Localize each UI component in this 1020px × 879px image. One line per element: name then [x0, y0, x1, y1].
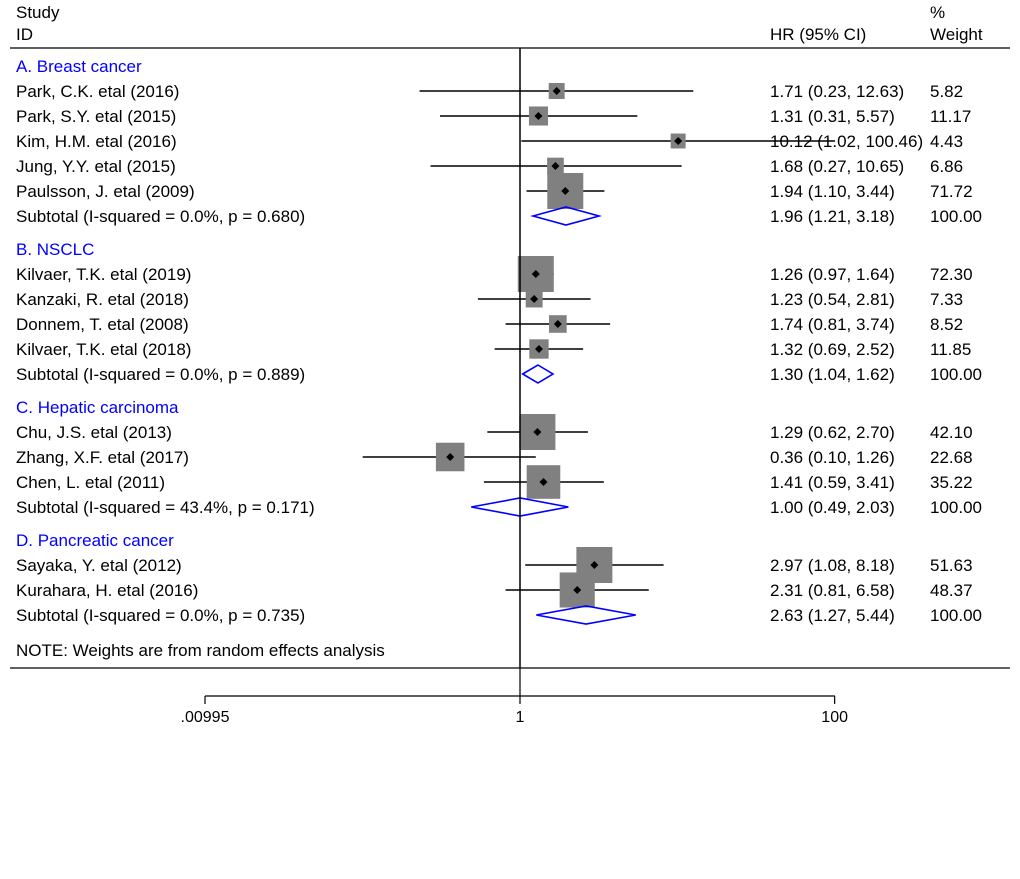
header-weight1: % — [930, 3, 945, 22]
study-weight: 22.68 — [930, 448, 973, 467]
study-hr: 1.26 (0.97, 1.64) — [770, 265, 895, 284]
study-label: Zhang, X.F. etal (2017) — [16, 448, 189, 467]
study-hr: 1.32 (0.69, 2.52) — [770, 340, 895, 359]
subtotal-diamond — [536, 606, 635, 624]
subtotal-hr: 1.96 (1.21, 3.18) — [770, 207, 895, 226]
study-weight: 71.72 — [930, 182, 973, 201]
study-weight: 7.33 — [930, 290, 963, 309]
subtotal-weight: 100.00 — [930, 498, 982, 517]
study-label: Chen, L. etal (2011) — [16, 473, 165, 492]
study-hr: 1.41 (0.59, 3.41) — [770, 473, 895, 492]
study-weight: 11.17 — [930, 107, 971, 126]
subtotal-label: Subtotal (I-squared = 0.0%, p = 0.680) — [16, 207, 305, 226]
study-label: Chu, J.S. etal (2013) — [16, 423, 172, 442]
study-hr: 1.74 (0.81, 3.74) — [770, 315, 895, 334]
subtotal-diamond — [523, 365, 553, 383]
subtotal-weight: 100.00 — [930, 606, 982, 625]
header-weight2: Weight — [930, 25, 983, 44]
forest-svg: Study ID HR (95% CI)% Weight A. Breast cance… — [0, 0, 1020, 879]
forest-plot: Study ID HR (95% CI)% Weight A. Breast cance… — [0, 0, 1020, 879]
header-hr: HR (95% CI) — [770, 25, 866, 44]
study-hr: 1.23 (0.54, 2.81) — [770, 290, 895, 309]
study-label: Donnem, T. etal (2008) — [16, 315, 189, 334]
subtotal-hr: 1.00 (0.49, 2.03) — [770, 498, 895, 517]
subtotal-hr: 2.63 (1.27, 5.44) — [770, 606, 895, 625]
header-study2: ID — [16, 25, 33, 44]
x-tick-label: 1 — [516, 709, 525, 726]
subtotal-label: Subtotal (I-squared = 0.0%, p = 0.889) — [16, 365, 305, 384]
subtotal-label: Subtotal (I-squared = 0.0%, p = 0.735) — [16, 606, 305, 625]
study-weight: 8.52 — [930, 315, 963, 334]
study-label: Park, S.Y. etal (2015) — [16, 107, 176, 126]
subtotal-diamond — [533, 207, 599, 225]
x-tick-label: .00995 — [181, 709, 230, 726]
header-study1: Study — [16, 3, 60, 22]
study-weight: 51.63 — [930, 556, 973, 575]
group-title: C. Hepatic carcinoma — [16, 398, 179, 417]
subtotal-weight: 100.00 — [930, 207, 982, 226]
study-weight: 35.22 — [930, 473, 973, 492]
study-label: Park, C.K. etal (2016) — [16, 82, 179, 101]
study-hr: 2.31 (0.81, 6.58) — [770, 581, 895, 600]
x-tick-label: 100 — [821, 709, 848, 726]
study-hr: 1.31 (0.31, 5.57) — [770, 107, 895, 126]
study-weight: 6.86 — [930, 157, 963, 176]
study-hr: 1.94 (1.10, 3.44) — [770, 182, 895, 201]
study-label: Kilvaer, T.K. etal (2018) — [16, 340, 191, 359]
group-title: B. NSCLC — [16, 240, 94, 259]
subtotal-hr: 1.30 (1.04, 1.62) — [770, 365, 895, 384]
study-weight: 48.37 — [930, 581, 973, 600]
study-label: Kanzaki, R. etal (2018) — [16, 290, 189, 309]
study-label: Paulsson, J. etal (2009) — [16, 182, 195, 201]
study-weight: 5.82 — [930, 82, 963, 101]
study-weight: 11.85 — [930, 340, 971, 359]
study-hr: 1.68 (0.27, 10.65) — [770, 157, 904, 176]
study-hr: 2.97 (1.08, 8.18) — [770, 556, 895, 575]
subtotal-weight: 100.00 — [930, 365, 982, 384]
study-label: Jung, Y.Y. etal (2015) — [16, 157, 176, 176]
note-text: NOTE: Weights are from random effects an… — [16, 641, 385, 660]
study-label: Sayaka, Y. etal (2012) — [16, 556, 182, 575]
study-label: Kilvaer, T.K. etal (2019) — [16, 265, 191, 284]
subtotal-label: Subtotal (I-squared = 43.4%, p = 0.171) — [16, 498, 315, 517]
study-weight: 72.30 — [930, 265, 973, 284]
study-weight: 42.10 — [930, 423, 973, 442]
study-hr: 1.71 (0.23, 12.63) — [770, 82, 904, 101]
study-label: Kurahara, H. etal (2016) — [16, 581, 198, 600]
group-title: D. Pancreatic cancer — [16, 531, 174, 550]
study-hr: 0.36 (0.10, 1.26) — [770, 448, 895, 467]
study-weight: 4.43 — [930, 132, 963, 151]
study-label: Kim, H.M. etal (2016) — [16, 132, 177, 151]
group-title: A. Breast cancer — [16, 57, 142, 76]
study-hr: 1.29 (0.62, 2.70) — [770, 423, 895, 442]
